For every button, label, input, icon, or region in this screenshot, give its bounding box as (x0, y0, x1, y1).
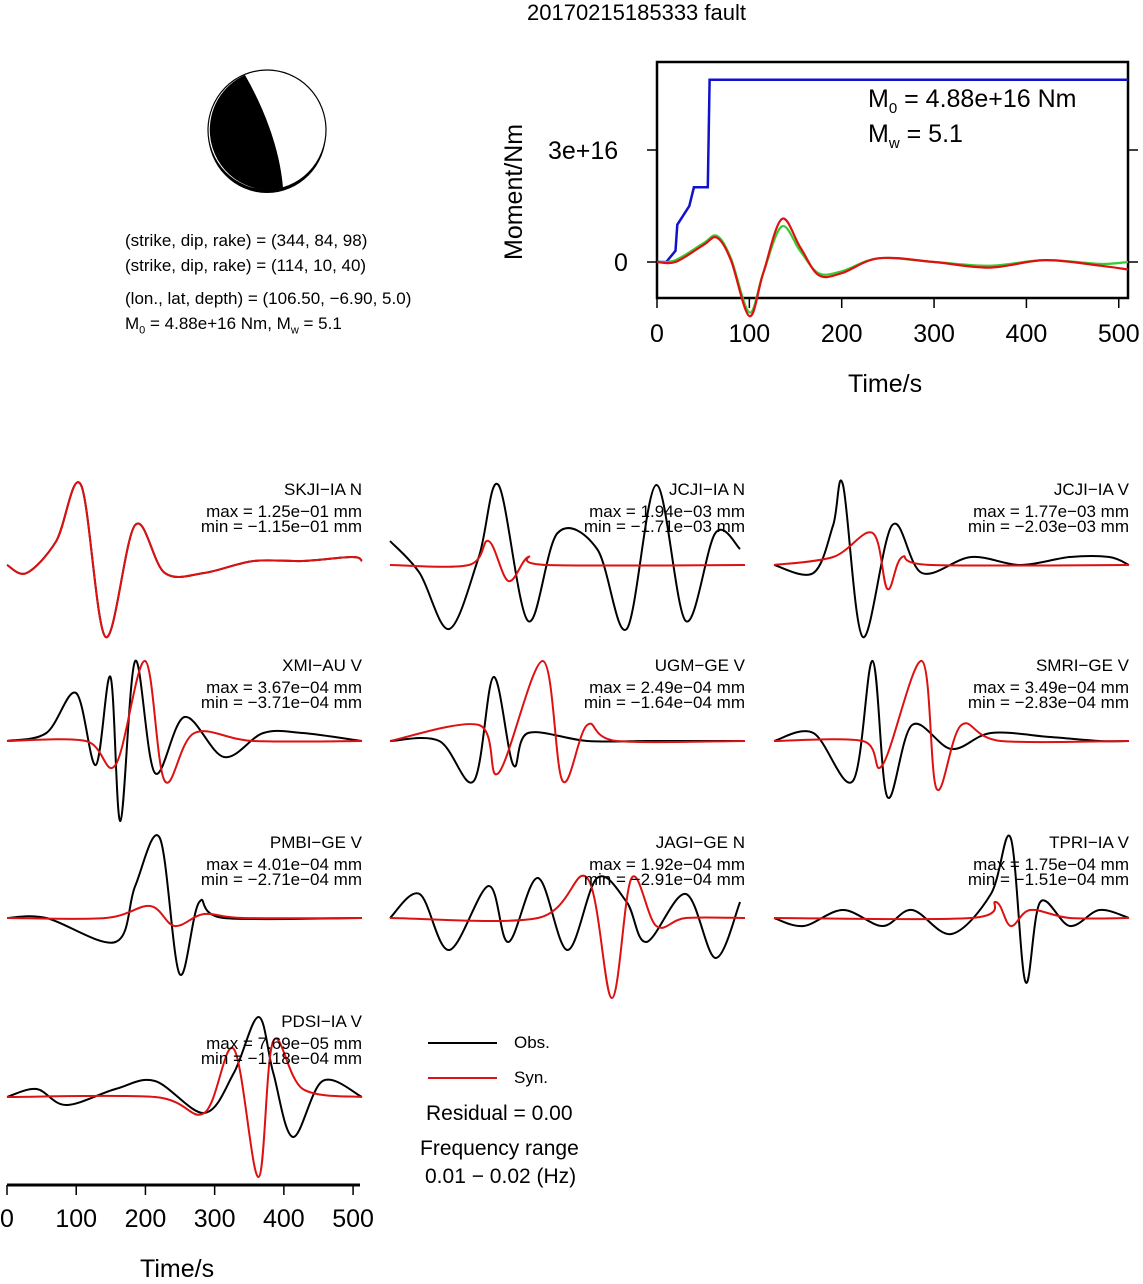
moment-xtick-label: 400 (1005, 320, 1048, 348)
trace-syn-9 (6, 1037, 363, 1179)
station-name-label: SMRI−GE V (1035, 656, 1129, 675)
wave-x-axis-label: Time/s (140, 1255, 215, 1283)
moment-series-1 (656, 225, 1129, 314)
beachball-compressional (209, 75, 283, 190)
trace-syn-8 (773, 901, 1130, 927)
location-text: (lon., lat, depth) = (106.50, −6.90, 5.0… (125, 289, 412, 308)
station-max-label: max = 1.77e−03 mm (973, 502, 1129, 521)
waveform-traces (6, 479, 1130, 1179)
wave-xtick-label: 100 (55, 1205, 98, 1233)
station-min-label: min = −1.71e−03 mm (583, 517, 745, 536)
trace-obs-9 (6, 1015, 363, 1138)
wave-xtick-label: 200 (124, 1205, 167, 1233)
trace-syn-2 (773, 531, 1130, 591)
trace-obs-1 (389, 482, 741, 631)
trace-syn-3 (6, 659, 363, 784)
legend-syn-label: Syn. (514, 1068, 549, 1087)
station-max-label: max = 2.49e−04 mm (589, 678, 745, 697)
station-min-label: min = −1.15e−01 mm (200, 517, 362, 536)
residual-text: Residual = 0.00 (426, 1102, 573, 1125)
trace-obs-6 (6, 834, 363, 976)
moment-xtick-label: 500 (1097, 320, 1140, 348)
station-name-label: PDSI−IA V (281, 1012, 362, 1031)
moment-ytick-0: 0 (614, 249, 628, 277)
station-name-label: PMBI−GE V (269, 833, 362, 852)
trace-syn-7 (389, 874, 746, 1000)
station-name-label: JCJI−IA V (1053, 480, 1129, 499)
station-name-label: JAGI−GE N (655, 833, 745, 852)
station-max-label: max = 7.69e−05 mm (206, 1034, 362, 1053)
trace-syn-4 (389, 659, 746, 784)
frequency-value: 0.01 − 0.02 (Hz) (425, 1165, 577, 1188)
moment-series-group (656, 78, 1129, 318)
moment-plot-frame (655, 60, 1130, 300)
magnitude-text: M0 = 4.88e+16 Nm, Mw = 5.1 (125, 314, 342, 337)
wave-axis-ticks (6, 1185, 354, 1195)
station-max-label: max = 3.49e−04 mm (973, 678, 1129, 697)
station-min-label: min = −1.18e−04 mm (200, 1049, 362, 1068)
trace-obs-7 (389, 875, 742, 959)
wave-xtick-label: 300 (193, 1205, 236, 1233)
moment-xtick-label: 300 (913, 320, 955, 348)
trace-syn-5 (773, 659, 1130, 792)
station-min-label: min = −2.03e−03 mm (967, 517, 1129, 536)
station-min-label: min = −3.71e−04 mm (200, 693, 362, 712)
station-name-label: SKJI−IA N (284, 480, 362, 499)
station-min-label: min = −2.83e−04 mm (967, 693, 1129, 712)
station-max-label: max = 1.25e−01 mm (206, 502, 362, 521)
station-max-label: max = 3.67e−04 mm (206, 678, 362, 697)
station-name-label: TPRI−IA V (1049, 833, 1129, 852)
trace-syn-1 (389, 539, 746, 583)
station-max-label: max = 1.92e−04 mm (589, 855, 745, 874)
moment-x-axis-label: Time/s (848, 370, 923, 398)
moment-axis-ticks (647, 149, 1138, 308)
frequency-label: Frequency range (420, 1137, 579, 1160)
trace-obs-8 (773, 834, 1130, 984)
plane2-text: (strike, dip, rake) = (114, 10, 40) (125, 256, 367, 275)
moment-xtick-label: 200 (820, 320, 863, 348)
station-min-label: min = −2.91e−04 mm (583, 870, 745, 889)
station-name-label: UGM−GE V (654, 656, 745, 675)
station-max-label: max = 4.01e−04 mm (206, 855, 362, 874)
station-max-label: max = 1.75e−04 mm (973, 855, 1129, 874)
moment-ytick-3e16: 3e+16 (548, 137, 619, 165)
moment-xtick-label: 0 (650, 320, 664, 348)
plane1-text: (strike, dip, rake) = (344, 84, 98) (125, 231, 368, 250)
station-min-label: min = −1.51e−04 mm (967, 870, 1129, 889)
wave-xtick-label: 0 (0, 1205, 14, 1233)
legend-obs-label: Obs. (514, 1033, 550, 1052)
trace-syn-0 (6, 481, 363, 639)
wave-xtick-label: 400 (263, 1205, 305, 1233)
moment-series-0 (657, 78, 1128, 264)
station-max-label: max = 1.94e−03 mm (589, 502, 745, 521)
moment-y-axis-label: Moment/Nm (500, 123, 528, 260)
trace-obs-4 (389, 675, 745, 784)
station-min-label: min = −2.71e−04 mm (200, 870, 362, 889)
moment-m0-annotation: M0 = 4.88e+16 Nm (868, 85, 1077, 117)
station-min-label: min = −1.64e−04 mm (583, 693, 745, 712)
trace-syn-6 (6, 904, 363, 928)
moment-xtick-label: 100 (728, 320, 771, 348)
beachball (207, 69, 327, 193)
station-name-label: XMI−AU V (282, 656, 362, 675)
trace-obs-5 (773, 659, 1130, 799)
trace-obs-2 (773, 479, 1130, 639)
chart-title: 20170215185333 fault (527, 0, 746, 25)
moment-mw-annotation: Mw = 5.1 (868, 120, 963, 152)
station-name-label: JCJI−IA N (668, 480, 745, 499)
wave-xtick-label: 500 (332, 1205, 374, 1233)
moment-series-2 (656, 217, 1129, 318)
